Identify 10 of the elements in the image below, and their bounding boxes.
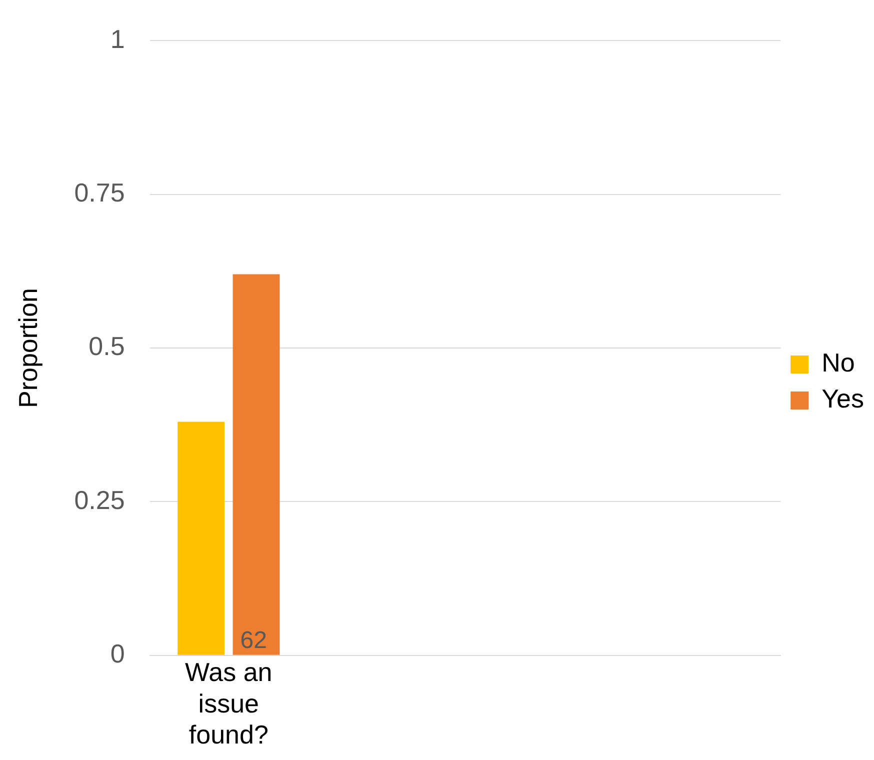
legend-label: No xyxy=(822,348,855,378)
x-tick-label: Was an issue found? xyxy=(185,657,272,750)
y-tick-label: 0.75 xyxy=(74,177,125,208)
y-tick-label: 0.25 xyxy=(74,484,125,515)
y-tick-label: 1 xyxy=(110,24,125,54)
annotation: 62 xyxy=(240,627,268,654)
y-axis-title: Proportion xyxy=(12,288,43,408)
y-tick-label: 0 xyxy=(110,638,125,669)
y-tick-label: 0.5 xyxy=(88,331,125,362)
legend-label: Yes xyxy=(822,384,864,414)
